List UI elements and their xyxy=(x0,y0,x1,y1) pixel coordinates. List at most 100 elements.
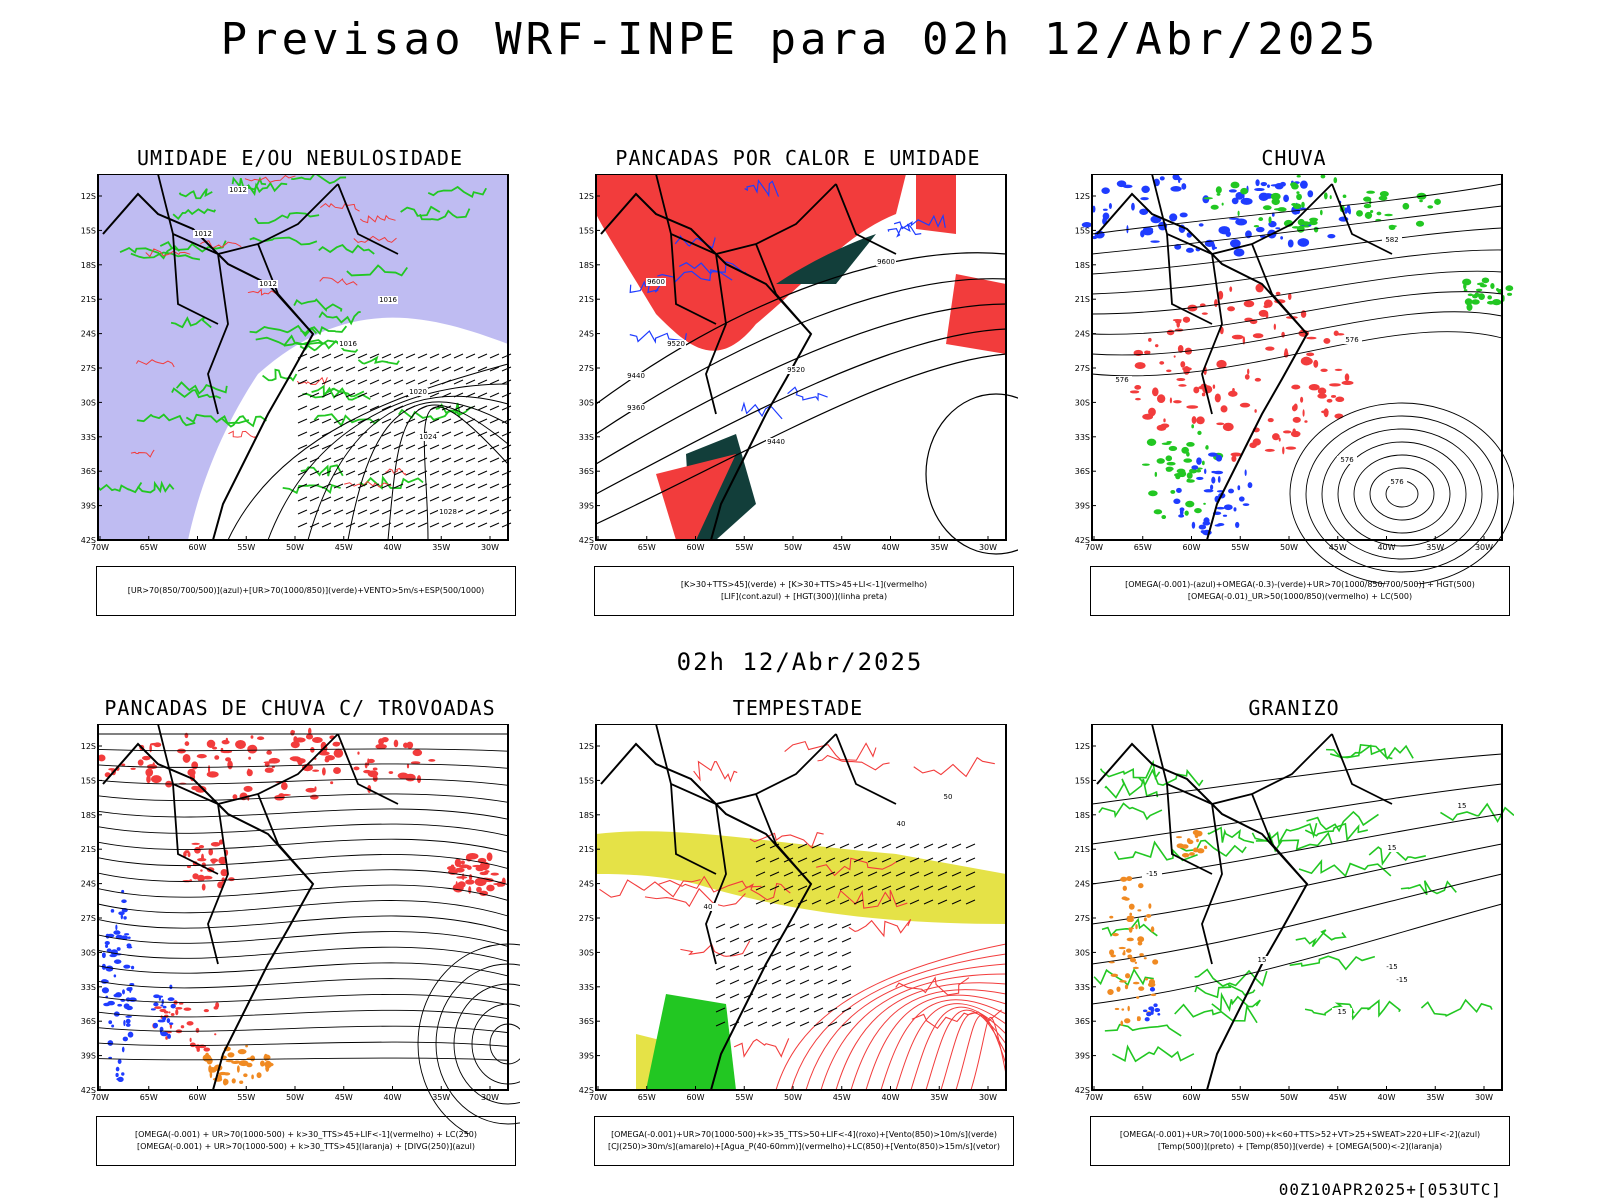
lon-label: 70W xyxy=(91,1093,109,1102)
omega-red xyxy=(1331,395,1337,398)
omega-red xyxy=(1334,368,1343,371)
omega-blue xyxy=(1238,496,1245,502)
omega-green xyxy=(1186,442,1195,447)
wind-vector xyxy=(405,470,416,476)
precipitable-water-contour xyxy=(805,963,1007,1091)
contour-label-bg xyxy=(891,820,911,828)
divergence-blue xyxy=(101,952,106,959)
wind-vector xyxy=(755,843,766,849)
omega-green xyxy=(1462,278,1472,286)
wind-vector xyxy=(345,431,356,437)
wind-vector xyxy=(381,405,392,411)
contour-label: 50 xyxy=(944,793,953,801)
divergence-blue xyxy=(113,959,122,964)
omega-orange xyxy=(1175,836,1183,839)
contour-label: 1012 xyxy=(194,230,212,238)
temperature-850-contour xyxy=(1113,840,1198,862)
lifted-index-contour xyxy=(744,179,780,198)
legend-line: [CJ(250)>30m/s](amarelo)+[Agua_P(40-60mm… xyxy=(608,1142,1000,1151)
wind-vector xyxy=(429,522,440,528)
wind-vector xyxy=(895,885,906,891)
wind-vector xyxy=(841,965,852,971)
wind-vector xyxy=(477,457,488,463)
wind-vector xyxy=(757,937,768,943)
wind-vector xyxy=(309,379,320,385)
wind-vector xyxy=(345,509,356,515)
wind-vector xyxy=(743,979,754,985)
lat-label: 24S xyxy=(579,330,594,339)
wind-vector xyxy=(357,431,368,437)
wind-vector xyxy=(825,871,836,877)
omega-red xyxy=(1129,390,1140,394)
convection-red xyxy=(454,867,465,873)
omega-red xyxy=(1222,422,1234,432)
divergence-blue xyxy=(167,997,175,1002)
lat-label: 30S xyxy=(579,398,594,407)
convection-red xyxy=(108,768,115,771)
contour-label-bg xyxy=(338,340,358,348)
convection-red xyxy=(318,751,330,756)
wind-vector xyxy=(357,483,368,489)
wind-vector xyxy=(729,923,740,929)
panel-title: PANCADAS POR CALOR E UMIDADE xyxy=(615,146,981,170)
convection-red xyxy=(403,742,409,749)
wind-vector xyxy=(345,496,356,502)
humidity-contour xyxy=(346,264,408,277)
omega-red xyxy=(1254,377,1262,382)
convection-red xyxy=(412,749,423,757)
convection-red xyxy=(210,841,221,847)
panel-title: GRANIZO xyxy=(1248,696,1340,720)
omega-blue xyxy=(1235,218,1248,226)
convection-red xyxy=(332,741,341,747)
omega-blue xyxy=(1181,183,1187,190)
lat-label: 12S xyxy=(81,742,96,751)
omega-green xyxy=(1415,220,1425,227)
convection-orange xyxy=(209,1067,216,1072)
omega-red xyxy=(1317,387,1327,395)
omega-red xyxy=(1173,355,1176,358)
wind-vector xyxy=(297,405,308,411)
wind-vector xyxy=(453,496,464,502)
wind-vector xyxy=(827,923,838,929)
wind-vector xyxy=(417,405,428,411)
wind-vector xyxy=(381,366,392,372)
convection-red xyxy=(212,746,218,750)
omega-blue xyxy=(1247,482,1253,489)
wind-vector xyxy=(477,379,488,385)
omega-green xyxy=(1268,216,1272,224)
wind-vector xyxy=(465,457,476,463)
omega-red xyxy=(1216,359,1227,369)
wind-vector xyxy=(465,353,476,359)
lat-label: 33S xyxy=(81,983,96,992)
contour-label-bg xyxy=(378,296,398,304)
divergence-blue xyxy=(117,1003,123,1007)
omega-red xyxy=(1341,380,1354,386)
lifted-index-contour xyxy=(678,261,747,275)
divergence-blue xyxy=(168,1022,174,1025)
thickness-contour xyxy=(359,214,396,224)
convection-red xyxy=(357,751,360,755)
lon-label: 30W xyxy=(979,543,997,552)
contour-label-bg xyxy=(1387,478,1407,486)
wind-vector xyxy=(441,483,452,489)
omega-orange xyxy=(1137,1016,1141,1022)
map-layer xyxy=(595,174,1018,555)
convection-red xyxy=(456,876,468,879)
legend-line: [OMEGA(-0.001) + UR>70(1000-500) + k>30_… xyxy=(136,1142,476,1151)
wind-vector xyxy=(501,353,512,359)
omega-red xyxy=(1191,416,1197,424)
divergence-blue xyxy=(111,1024,115,1028)
wind-vector xyxy=(357,444,368,450)
lat-label: 42S xyxy=(579,1086,594,1095)
temperature-850-contour xyxy=(1174,1003,1258,1024)
wind-vector xyxy=(825,885,836,891)
wind-vector xyxy=(405,483,416,489)
omega-blue xyxy=(1081,221,1092,228)
wind-vector xyxy=(393,483,404,489)
wind-vector xyxy=(429,366,440,372)
omega-green xyxy=(1290,182,1298,187)
divergence-blue xyxy=(130,965,135,970)
wind-vector xyxy=(357,522,368,528)
lat-label: 27S xyxy=(81,364,96,373)
lon-label: 50W xyxy=(286,1093,304,1102)
